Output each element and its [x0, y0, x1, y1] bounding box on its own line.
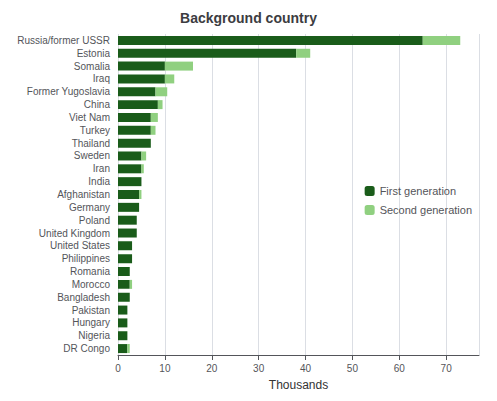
svg-text:Background country: Background country: [180, 10, 317, 26]
svg-text:Thousands: Thousands: [269, 378, 328, 392]
svg-text:Turkey: Turkey: [80, 125, 110, 136]
svg-text:40: 40: [300, 363, 312, 374]
svg-text:10: 10: [159, 363, 171, 374]
svg-text:30: 30: [253, 363, 265, 374]
svg-text:Pakistan: Pakistan: [72, 305, 110, 316]
svg-text:Philippines: Philippines: [62, 253, 110, 264]
svg-text:70: 70: [441, 363, 453, 374]
svg-text:Nigeria: Nigeria: [78, 330, 110, 341]
svg-text:Romania: Romania: [70, 266, 110, 277]
svg-text:20: 20: [206, 363, 218, 374]
svg-text:Poland: Poland: [79, 215, 110, 226]
svg-text:Morocco: Morocco: [72, 279, 111, 290]
svg-text:Sweden: Sweden: [74, 150, 110, 161]
svg-text:Second generation: Second generation: [380, 204, 472, 216]
svg-text:Former Yugoslavia: Former Yugoslavia: [27, 86, 111, 97]
svg-text:Iran: Iran: [93, 163, 110, 174]
svg-text:Bangladesh: Bangladesh: [57, 292, 110, 303]
svg-text:DR Congo: DR Congo: [63, 343, 110, 354]
svg-text:Hungary: Hungary: [72, 317, 110, 328]
svg-text:Viet Nam: Viet Nam: [69, 112, 110, 123]
svg-text:60: 60: [394, 363, 406, 374]
svg-text:United Kingdom: United Kingdom: [39, 228, 110, 239]
svg-text:Estonia: Estonia: [77, 48, 111, 59]
svg-text:Germany: Germany: [69, 202, 110, 213]
svg-text:First generation: First generation: [380, 185, 456, 197]
svg-text:Afghanistan: Afghanistan: [57, 189, 110, 200]
svg-text:India: India: [88, 176, 110, 187]
svg-text:Thailand: Thailand: [72, 138, 110, 149]
svg-text:0: 0: [115, 363, 121, 374]
svg-text:50: 50: [347, 363, 359, 374]
svg-text:United States: United States: [50, 240, 110, 251]
svg-text:China: China: [84, 99, 111, 110]
svg-text:Iraq: Iraq: [93, 73, 110, 84]
svg-text:Somalia: Somalia: [74, 61, 111, 72]
svg-text:Russia/former USSR: Russia/former USSR: [17, 35, 110, 46]
